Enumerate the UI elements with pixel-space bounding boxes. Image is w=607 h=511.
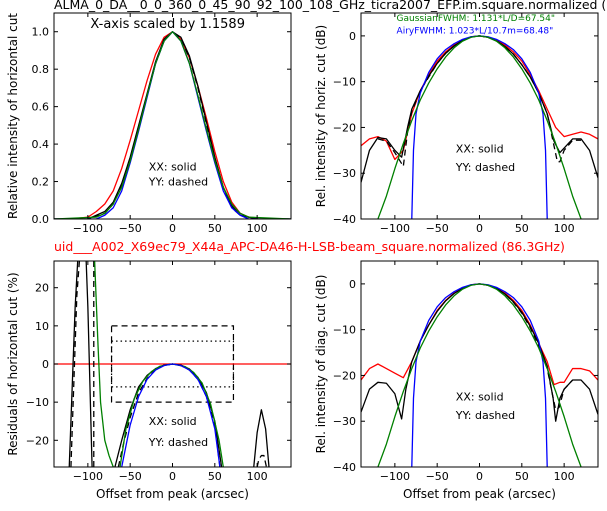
series-line-0 — [361, 35, 598, 161]
y-tick-label: −10 — [333, 324, 356, 337]
annotation-text: XX: solid — [456, 143, 504, 156]
series-line-8 — [256, 454, 268, 467]
y-axis-label: Rel. intensity of horiz. cut (dB) — [314, 25, 328, 207]
x-tick-label: −50 — [119, 470, 142, 483]
y-tick-label: 20 — [35, 282, 49, 295]
series-line-1 — [54, 31, 291, 219]
series-line-3 — [70, 261, 81, 467]
annotation-text: XX: solid — [149, 415, 197, 428]
x-tick-label: −50 — [426, 470, 449, 483]
annotation-text: AiryFWHM: 1.023*L/10.7m=68.48" — [397, 27, 554, 37]
y-tick-label: 0.4 — [32, 138, 50, 151]
y-axis-label: Residuals of horizontal cut (%) — [6, 272, 20, 455]
x-tick-label: 50 — [208, 470, 222, 483]
series-line-4 — [377, 35, 582, 219]
plot-panels: −100 −50 0 50 1000.00.20.40.60.81.0Relative … — [6, 12, 599, 501]
y-tick-label: 0 — [42, 358, 49, 371]
x-tick-label: 0 — [476, 470, 483, 483]
series-line-9 — [93, 261, 114, 467]
figure-mid-title: uid___A002_X69ec79_X44a_APC-DA46-H-LSB-b… — [54, 239, 565, 254]
y-tick-label: 0 — [349, 278, 356, 291]
series-line-3 — [411, 283, 548, 467]
plot-area — [361, 35, 598, 219]
x-tick-label: 100 — [554, 222, 575, 235]
annotation-text: XX: solid — [149, 160, 197, 173]
annotation-text: YY: dashed — [455, 161, 515, 174]
series-line-3 — [411, 35, 548, 219]
x-axis-label: Offset from peak (arcsec) — [96, 487, 249, 501]
y-tick-label: 0.8 — [32, 63, 50, 76]
x-tick-label: 0 — [169, 222, 176, 235]
x-tick-label: 50 — [208, 222, 222, 235]
x-tick-label: 0 — [476, 222, 483, 235]
annotation-text: GaussianFWHM: 1.131*L/D=67.54" — [397, 14, 555, 24]
x-tick-label: −100 — [380, 222, 410, 235]
x-tick-label: 100 — [247, 470, 268, 483]
series-line-0 — [54, 31, 291, 219]
plot-area — [54, 261, 291, 467]
x-tick-label: 50 — [515, 470, 529, 483]
chart-panel-horizontal: −100 −50 0 50 100 0.0 0.2 0.4 0.6 0.8 1.0 Relative … — [6, 12, 292, 235]
x-tick-label: −50 — [426, 222, 449, 235]
series-line-7 — [253, 409, 270, 467]
series-line-0 — [361, 283, 598, 386]
y-tick-label: 0 — [349, 30, 356, 43]
y-axis-label: Relative intensity of horizontal cut — [6, 13, 20, 219]
x-tick-label: −100 — [73, 470, 103, 483]
x-tick-label: 50 — [515, 222, 529, 235]
y-tick-label: 0.6 — [32, 101, 50, 114]
plot-area — [361, 283, 598, 467]
y-tick-label: −10 — [26, 396, 49, 409]
x-tick-label: −50 — [119, 222, 142, 235]
y-tick-label: −30 — [333, 167, 356, 180]
series-line-2 — [54, 31, 291, 219]
annotation-text: XX: solid — [456, 391, 504, 404]
y-tick-label: −30 — [333, 415, 356, 428]
figure-top-title: ALMA_0_DA__0_0_360_0_45_90_92_100_108_GH… — [54, 0, 606, 12]
annotation-text: YY: dashed — [148, 436, 208, 449]
x-axis-label: Offset from peak (arcsec) — [403, 487, 556, 501]
series-line-4 — [377, 283, 582, 467]
y-tick-label: −20 — [26, 434, 49, 447]
x-tick-label: −100 — [380, 470, 410, 483]
series-line-2 — [85, 261, 93, 467]
y-tick-label: −10 — [333, 76, 356, 89]
y-tick-label: 1.0 — [32, 26, 50, 39]
x-tick-label: 100 — [554, 470, 575, 483]
series-line-2 — [487, 284, 574, 411]
series-line-4 — [54, 31, 291, 219]
series-line-3 — [54, 31, 291, 219]
y-tick-label: −20 — [333, 369, 356, 382]
annotation-text: YY: dashed — [455, 409, 515, 422]
axes-frame — [360, 260, 599, 468]
annotation-text: X-axis scaled by 1.1589 — [90, 17, 245, 32]
x-tick-label: 0 — [169, 470, 176, 483]
y-tick-label: 0.2 — [32, 176, 50, 189]
y-axis-label: Rel. intensity of diag. cut (dB) — [314, 275, 328, 454]
annotation-text: YY: dashed — [148, 175, 208, 188]
plot-area — [54, 31, 291, 219]
axes-frame — [360, 12, 599, 220]
y-tick-label: −40 — [333, 213, 356, 226]
y-tick-label: −40 — [333, 461, 356, 474]
y-tick-label: 10 — [35, 320, 49, 333]
y-tick-label: −20 — [333, 121, 356, 134]
y-tick-label: 0.0 — [32, 213, 50, 226]
series-line-11 — [121, 363, 221, 467]
series-line-1 — [68, 261, 79, 467]
x-tick-label: −100 — [73, 222, 103, 235]
x-tick-label: 100 — [247, 222, 268, 235]
